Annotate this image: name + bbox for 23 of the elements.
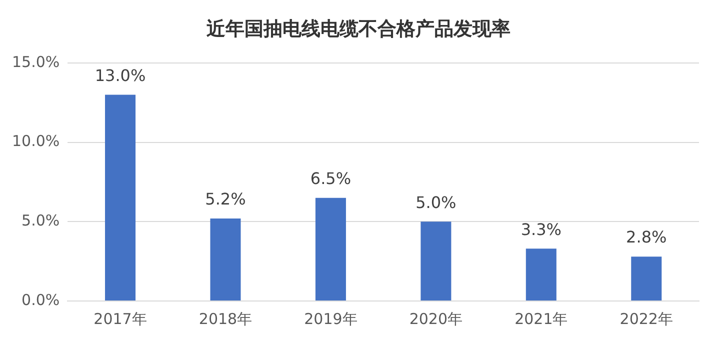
bar [105,94,136,300]
data-label: 6.5% [310,169,352,188]
y-tick-label: 0.0% [22,290,60,309]
bar [210,218,241,300]
y-tick-label: 15.0% [12,52,60,71]
chart-title: 近年国抽电线电缆不合格产品发现率 [206,17,512,42]
x-tick-label: 2021年 [514,310,568,328]
bar [420,222,452,300]
data-label: 13.0% [94,66,146,85]
y-tick-label: 10.0% [12,132,60,150]
data-label: 2.8% [626,228,667,247]
y-tick-label: 5.0% [22,212,60,230]
x-tick-label: 2017年 [94,310,147,328]
data-label: 5.2% [205,190,246,209]
data-label: 5.0% [416,192,456,212]
data-label: 3.3% [520,220,562,239]
x-tick-label: 2020年 [409,310,463,328]
x-tick-label: 2022年 [620,310,673,328]
bar [315,198,346,300]
x-tick-label: 2018年 [198,310,252,328]
bar [526,248,556,300]
x-tick-label: 2019年 [304,310,358,328]
bar [631,256,662,300]
